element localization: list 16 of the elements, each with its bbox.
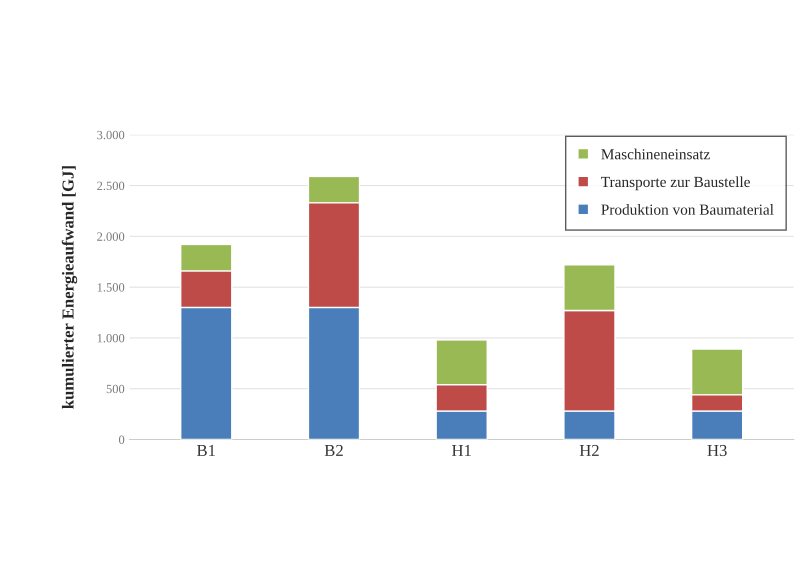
legend-label: Maschineneinsatz xyxy=(601,148,710,160)
y-tick-label: 1.500 xyxy=(98,283,124,292)
y-tick-label: 500 xyxy=(106,384,124,394)
x-tick-label: B1 xyxy=(196,444,215,456)
x-tick-label: H1 xyxy=(452,444,471,456)
y-tick-label: 1.000 xyxy=(98,334,124,342)
y-tick-label: 2.500 xyxy=(97,182,124,190)
y-tick-label: 0 xyxy=(118,436,124,444)
y-tick-label: 2.000 xyxy=(97,232,124,241)
x-tick-label: B2 xyxy=(324,444,343,456)
y-axis-title: kumulierter Energieaufwand [GJ] xyxy=(62,166,78,409)
legend-label: Produktion von Baumaterial xyxy=(601,204,774,215)
y-tick-label: 3.000 xyxy=(97,130,124,140)
x-tick-label: H2 xyxy=(580,444,599,456)
legend-label: Transporte zur Baustelle xyxy=(601,176,750,190)
x-tick-label: H3 xyxy=(707,444,727,456)
